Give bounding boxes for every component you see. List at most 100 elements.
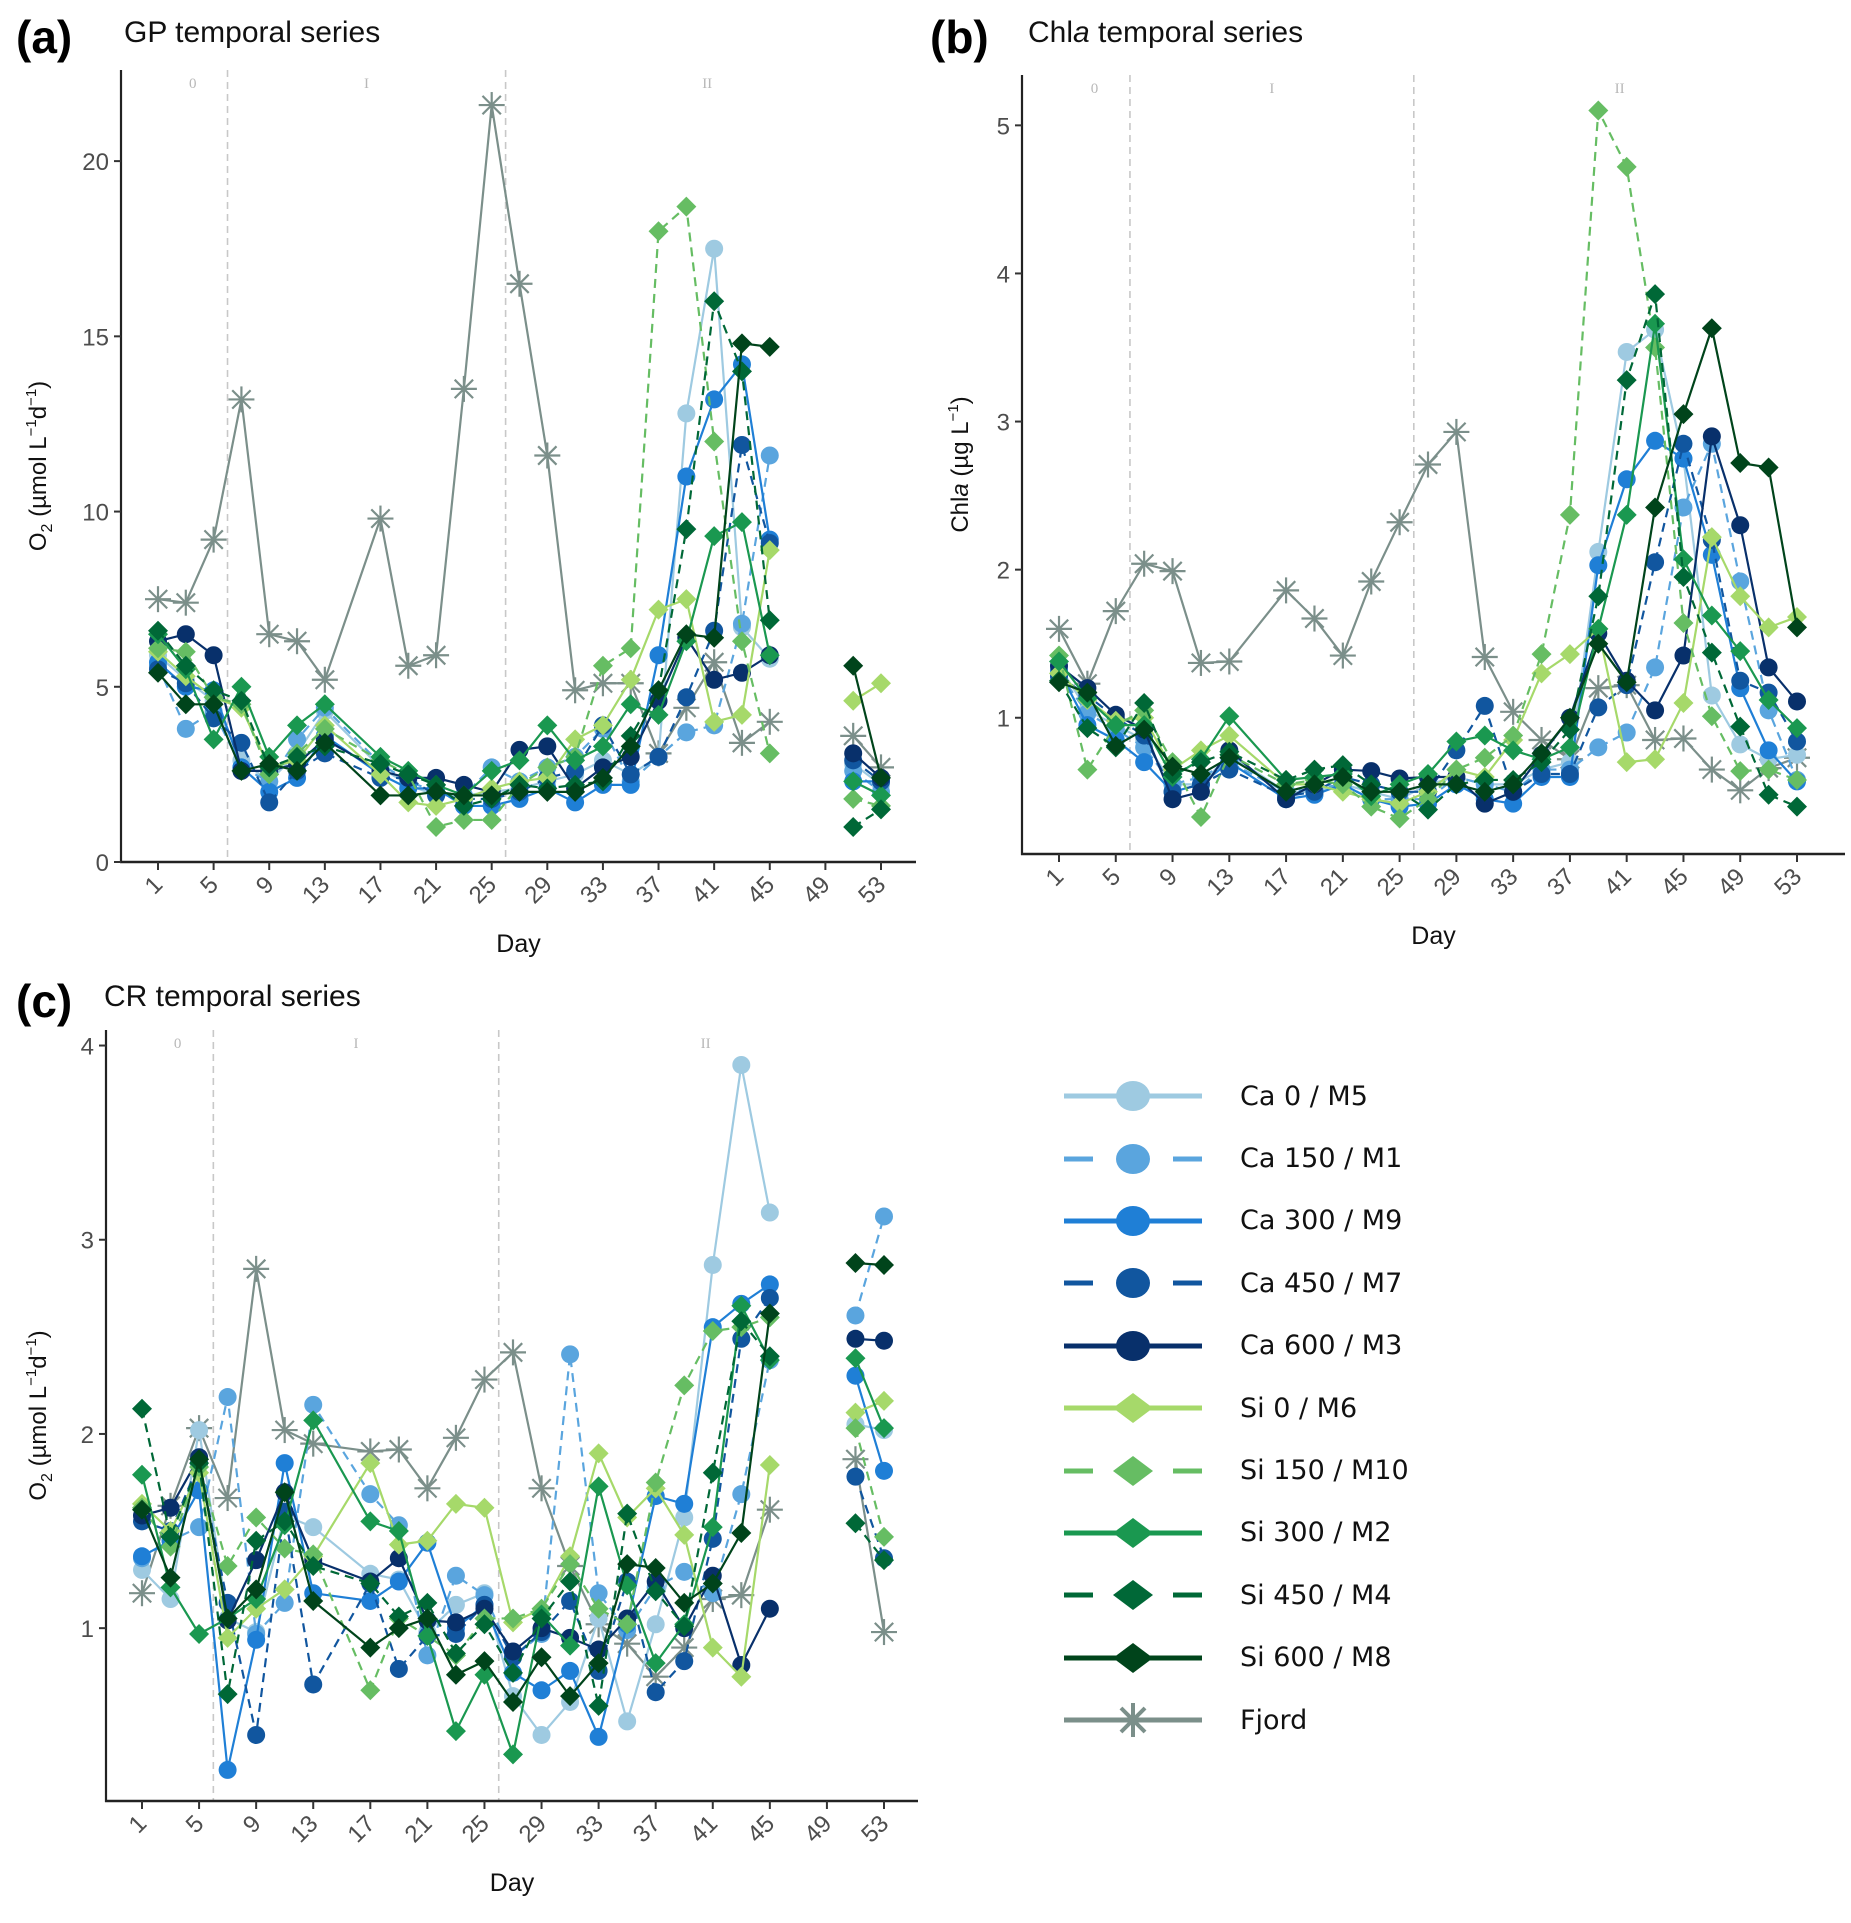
data-point — [1361, 781, 1382, 802]
y-tick-label: 3 — [81, 1228, 94, 1255]
data-point — [214, 1485, 241, 1512]
data-point — [645, 1557, 666, 1578]
y-axis-label: Chla (µg L−1) — [945, 396, 974, 532]
panel-c-letter: (c) — [16, 975, 73, 1027]
data-point — [674, 1524, 695, 1545]
panel-b-title: Chla temporal series — [1028, 16, 1303, 50]
data-point — [845, 1418, 866, 1439]
data-point — [1731, 671, 1750, 690]
data-point — [760, 1289, 779, 1308]
data-point — [875, 1331, 893, 1350]
data-point — [1219, 725, 1240, 746]
data-point — [1049, 651, 1069, 672]
data-point — [1135, 753, 1154, 772]
data-point — [562, 677, 589, 704]
data-point — [1730, 716, 1751, 737]
data-point — [649, 747, 668, 766]
data-point — [1418, 789, 1438, 810]
data-point — [646, 1683, 665, 1702]
data-point — [537, 781, 558, 802]
data-point — [1418, 764, 1438, 785]
data-point — [1531, 663, 1552, 684]
data-point — [271, 1417, 298, 1444]
data-point — [1758, 784, 1779, 805]
legend-key-asterisk-icon — [1064, 1703, 1202, 1738]
data-point — [1589, 738, 1608, 757]
data-point — [1674, 434, 1693, 453]
data-point — [446, 1566, 465, 1585]
data-point — [565, 781, 586, 802]
data-point — [370, 764, 391, 785]
data-point — [389, 1572, 408, 1591]
data-point — [589, 1727, 608, 1746]
data-point — [314, 732, 335, 753]
legend-item: Ca 300 / M9 — [1058, 1190, 1478, 1252]
data-point — [1673, 612, 1694, 633]
data-point — [1701, 642, 1722, 663]
data-point — [1105, 715, 1126, 736]
data-point — [453, 809, 474, 830]
data-point — [1645, 284, 1666, 305]
data-point — [677, 467, 696, 486]
series-line — [852, 665, 883, 779]
legend-label: Si 150 / M10 — [1240, 1455, 1409, 1487]
data-point — [503, 1744, 523, 1765]
data-point — [534, 442, 561, 469]
data-point — [531, 1647, 552, 1668]
data-point — [175, 655, 196, 676]
data-point — [446, 1613, 465, 1632]
data-point — [445, 1643, 466, 1664]
data-point — [1701, 706, 1722, 727]
data-point — [702, 1462, 723, 1483]
data-point — [760, 1275, 779, 1294]
data-point — [287, 760, 308, 781]
legend-key-diamond-icon — [1064, 1580, 1202, 1611]
data-point — [1216, 648, 1243, 675]
data-point — [160, 1526, 181, 1547]
data-point — [1673, 567, 1694, 588]
data-point — [287, 715, 308, 736]
series-line — [141, 1297, 771, 1736]
data-point — [1788, 745, 1806, 764]
series-line — [157, 520, 771, 797]
y-tick-label: 5 — [96, 675, 109, 702]
series-line — [141, 1354, 771, 1660]
data-point — [620, 736, 641, 757]
legend-label: Ca 300 / M9 — [1240, 1205, 1403, 1237]
data-point — [704, 291, 725, 312]
legend-item: Ca 150 / M1 — [1058, 1127, 1478, 1189]
data-point — [1329, 642, 1356, 669]
data-point — [704, 431, 725, 452]
data-point — [506, 270, 533, 297]
data-point — [1046, 615, 1072, 642]
data-point — [702, 1637, 723, 1658]
data-point — [504, 1642, 522, 1661]
data-point — [676, 519, 697, 540]
series-ca-0-m5 — [133, 1055, 893, 1744]
data-point — [260, 793, 279, 812]
data-point — [426, 816, 447, 837]
data-point — [843, 690, 864, 711]
data-point — [703, 1255, 722, 1274]
data-point — [304, 1395, 323, 1414]
data-point — [845, 1402, 866, 1423]
x-tick-label: 41 — [685, 1810, 723, 1848]
data-point — [702, 1573, 723, 1594]
data-point — [445, 1721, 466, 1742]
x-axis-label: Day — [496, 930, 541, 958]
data-point — [1701, 605, 1722, 626]
data-point — [311, 666, 338, 693]
data-point — [617, 1554, 638, 1575]
data-point — [1787, 796, 1807, 817]
data-point — [588, 1443, 609, 1464]
data-point — [1418, 799, 1438, 820]
y-tick-label: 15 — [82, 324, 109, 351]
data-point — [217, 1608, 238, 1629]
data-point — [1503, 725, 1524, 746]
data-point — [148, 620, 168, 641]
data-point — [388, 1606, 409, 1627]
data-point — [370, 753, 391, 774]
data-point — [203, 694, 224, 715]
data-point — [446, 1595, 465, 1614]
data-point — [426, 795, 447, 816]
